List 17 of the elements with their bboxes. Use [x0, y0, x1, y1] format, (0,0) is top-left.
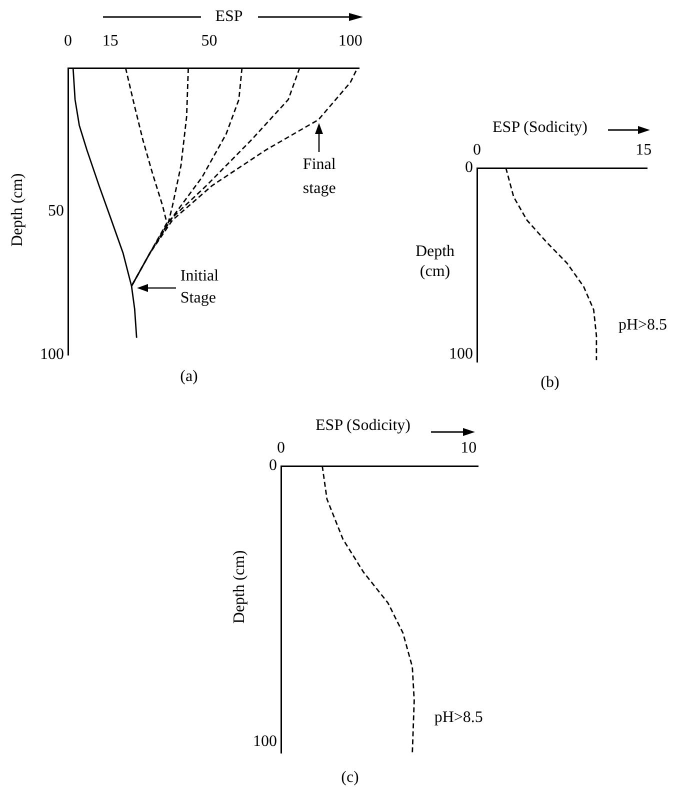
x-axis-title: ESP [215, 8, 243, 26]
series-label: pH>8.5 [434, 709, 483, 726]
y-axis-title: Depth (cm) [415, 243, 455, 280]
x-axis-title: ESP (Sodicity) [316, 417, 410, 434]
y-axis-title: Depth (cm) [9, 173, 26, 247]
x-tick-label: 50 [201, 32, 218, 50]
annotation: Final stage [302, 156, 336, 197]
x-axis-title: ESP (Sodicity) [492, 119, 588, 136]
x-tick-label: 10 [460, 440, 477, 457]
text: (a) [180, 368, 198, 386]
text: (c) [341, 769, 359, 786]
x-tick-label: 100 [338, 32, 362, 50]
annotation: Initial Stage [180, 267, 220, 306]
x-tick-label: 15 [636, 142, 652, 159]
series-label: pH>8.5 [618, 316, 668, 334]
y-axis-title: Depth (cm) [231, 550, 248, 624]
x-tick-label: 15 [102, 32, 118, 50]
